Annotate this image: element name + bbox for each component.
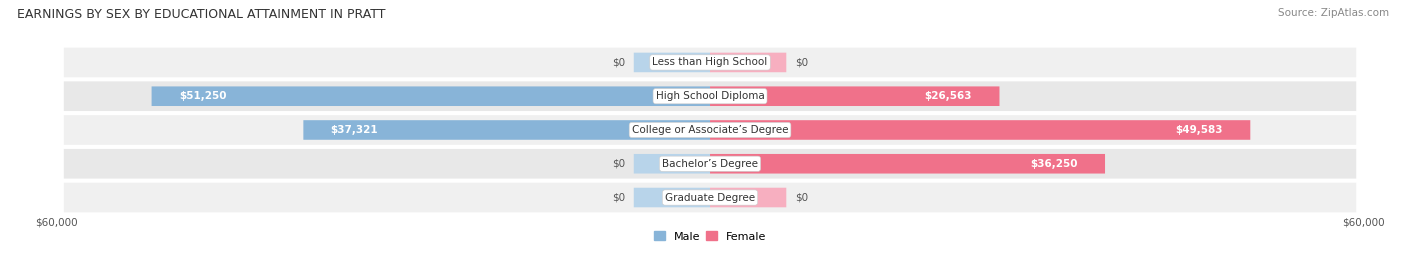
- Text: $51,250: $51,250: [179, 91, 226, 101]
- FancyBboxPatch shape: [63, 80, 1357, 112]
- FancyBboxPatch shape: [63, 47, 1357, 78]
- Text: $0: $0: [612, 192, 626, 203]
- Text: Source: ZipAtlas.com: Source: ZipAtlas.com: [1278, 8, 1389, 18]
- FancyBboxPatch shape: [634, 53, 710, 72]
- FancyBboxPatch shape: [63, 114, 1357, 146]
- FancyBboxPatch shape: [152, 86, 710, 106]
- Text: EARNINGS BY SEX BY EDUCATIONAL ATTAINMENT IN PRATT: EARNINGS BY SEX BY EDUCATIONAL ATTAINMEN…: [17, 8, 385, 21]
- Text: $0: $0: [612, 159, 626, 169]
- Text: $0: $0: [794, 57, 808, 68]
- Text: High School Diploma: High School Diploma: [655, 91, 765, 101]
- FancyBboxPatch shape: [304, 120, 710, 140]
- FancyBboxPatch shape: [710, 154, 1105, 174]
- Text: Graduate Degree: Graduate Degree: [665, 192, 755, 203]
- FancyBboxPatch shape: [710, 86, 1000, 106]
- Text: Bachelor’s Degree: Bachelor’s Degree: [662, 159, 758, 169]
- FancyBboxPatch shape: [710, 120, 1250, 140]
- Legend: Male, Female: Male, Female: [650, 227, 770, 246]
- Text: $49,583: $49,583: [1175, 125, 1223, 135]
- Text: College or Associate’s Degree: College or Associate’s Degree: [631, 125, 789, 135]
- FancyBboxPatch shape: [63, 148, 1357, 180]
- FancyBboxPatch shape: [63, 182, 1357, 213]
- Text: $0: $0: [794, 192, 808, 203]
- Text: $37,321: $37,321: [330, 125, 378, 135]
- FancyBboxPatch shape: [710, 188, 786, 207]
- Text: $36,250: $36,250: [1031, 159, 1078, 169]
- FancyBboxPatch shape: [634, 188, 710, 207]
- Text: $26,563: $26,563: [925, 91, 972, 101]
- FancyBboxPatch shape: [710, 53, 786, 72]
- Text: Less than High School: Less than High School: [652, 57, 768, 68]
- FancyBboxPatch shape: [634, 154, 710, 174]
- Text: $0: $0: [612, 57, 626, 68]
